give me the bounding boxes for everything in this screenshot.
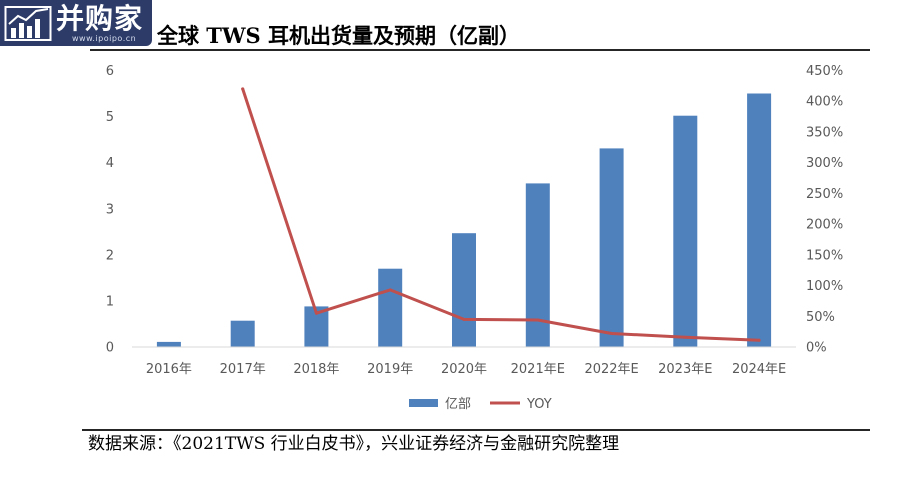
category-tick-label-2023e: 2023年E <box>658 362 712 377</box>
right-axis: 0% 50% 100% 150% 200% 250% 300% 350% 400% 450% <box>806 64 843 356</box>
yoy-point-2022e <box>610 332 614 335</box>
shipment-bar-2017 <box>230 320 255 347</box>
yoy-point-2018 <box>314 311 318 315</box>
right-axis-tick-label: 200% <box>806 218 843 233</box>
shipment-bar-2024e <box>747 93 772 347</box>
source-divider <box>82 429 870 431</box>
yoy-point-2020 <box>462 317 466 321</box>
left-axis-tick-label: 4 <box>106 156 114 171</box>
legend: 亿部 YOY <box>409 397 552 412</box>
right-axis-tick-label: 0% <box>806 341 827 356</box>
category-axis: 2016年 2017年 2018年 2019年 2020年 2021年E 2022年E 202… <box>146 362 786 377</box>
category-tick-label-2020: 2020年 <box>441 362 487 377</box>
category-tick-label-2016: 2016年 <box>146 362 192 377</box>
shipment-bar-2019 <box>378 268 403 347</box>
category-tick-label-2021e: 2021年E <box>511 362 565 377</box>
shipment-bar-series <box>156 93 772 347</box>
right-axis-tick-label: 400% <box>806 95 843 110</box>
chart-title: 全球 TWS 耳机出货量及预期（亿副） <box>157 23 520 48</box>
watermark-logo: 并购家 www.ipoipo.cn <box>0 0 152 46</box>
right-axis-tick-label: 450% <box>806 64 843 79</box>
shipment-bar-2023e <box>673 115 698 347</box>
source-note: 数据来源：《2021TWS 行业白皮书》，兴业证券经济与金融研究院整理 <box>88 434 620 454</box>
yoy-point-2024e <box>757 338 761 342</box>
category-tick-label-2022e: 2022年E <box>584 362 638 377</box>
shipment-bar-2022e <box>599 148 624 347</box>
yoy-point-2023e <box>683 335 687 339</box>
yoy-point-2021e <box>536 318 540 322</box>
bar-chart-trend-icon <box>4 6 52 41</box>
watermark-brand: 并购家 <box>56 2 144 35</box>
right-axis-tick-label: 250% <box>806 187 843 202</box>
yoy-line <box>241 87 761 342</box>
legend-label-yoy: YOY <box>526 397 552 412</box>
shipment-bar-2020 <box>452 233 476 347</box>
left-axis-tick-label: 1 <box>106 294 114 309</box>
right-axis-tick-label: 100% <box>806 279 843 294</box>
right-axis-tick-label: 350% <box>806 125 843 140</box>
category-tick-label-2019: 2019年 <box>367 362 413 377</box>
right-axis-tick-label: 150% <box>806 248 843 263</box>
category-tick-label-2017: 2017年 <box>220 362 266 377</box>
yoy-line-series <box>241 87 761 342</box>
left-axis-tick-label: 6 <box>106 64 114 79</box>
category-tick-label-2018: 2018年 <box>293 362 339 377</box>
category-tick-label-2024e: 2024年E <box>732 362 786 377</box>
yoy-point-2017 <box>241 87 245 91</box>
left-axis-tick-label: 5 <box>106 110 114 125</box>
left-axis-tick-label: 2 <box>106 248 114 263</box>
left-axis: 0 1 2 3 4 5 6 <box>106 64 114 356</box>
title-divider <box>90 49 870 51</box>
shipment-bar-2016 <box>156 341 181 347</box>
yoy-point-2019 <box>388 288 392 292</box>
right-axis-tick-label: 300% <box>806 156 843 171</box>
right-axis-tick-label: 50% <box>806 310 835 325</box>
left-axis-tick-label: 0 <box>106 341 114 356</box>
watermark-site: www.ipoipo.cn <box>72 34 137 43</box>
legend-label-shipments: 亿部 <box>445 397 471 412</box>
left-axis-tick-label: 3 <box>106 202 114 217</box>
legend-bar-swatch <box>409 399 438 407</box>
